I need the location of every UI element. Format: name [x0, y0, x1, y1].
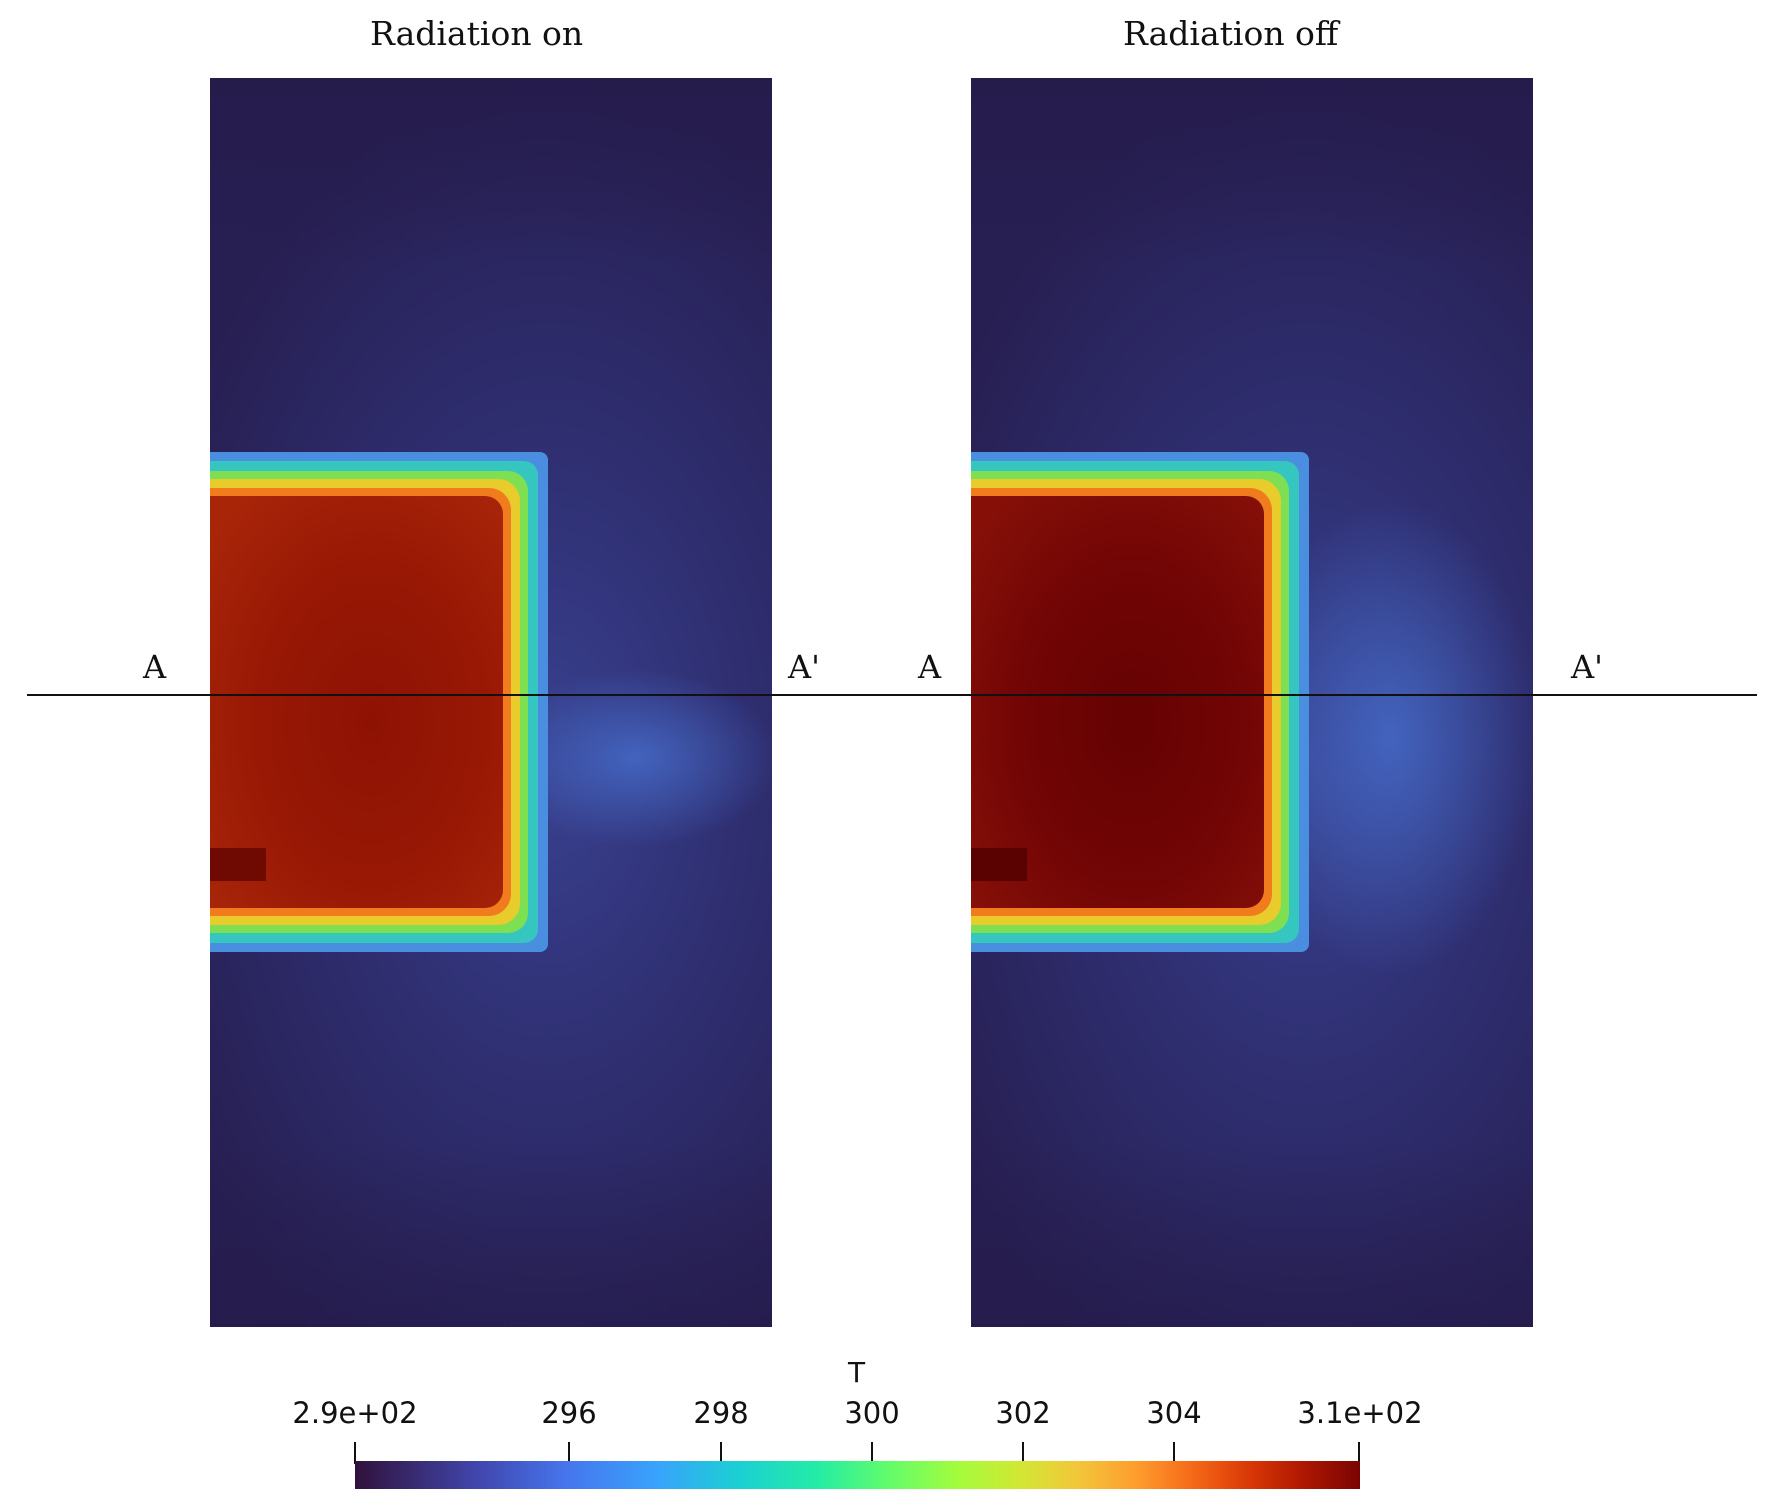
inlet-block: [971, 848, 1027, 881]
marker-a-prime-left-panel: A': [788, 648, 820, 686]
temperature-field-radiation-on: [210, 78, 772, 1327]
colorbar-tick-label: 298: [693, 1396, 749, 1430]
panel-title-radiation-off: Radiation off: [1123, 14, 1339, 53]
colorbar-tick: [1022, 1442, 1024, 1464]
warm-plume: [540, 668, 772, 848]
colorbar-tick-label: 302: [995, 1396, 1051, 1430]
colorbar-tick-label: 3.1e+02: [1297, 1396, 1423, 1430]
section-line-a-a: [27, 694, 1757, 696]
colorbar-title: T: [848, 1356, 866, 1389]
colorbar-tick: [1173, 1442, 1175, 1464]
colorbar-tick-label: 296: [541, 1396, 597, 1430]
colorbar-tick-label: 300: [844, 1396, 900, 1430]
colorbar-tick: [720, 1442, 722, 1464]
heated-region-core: [210, 496, 503, 908]
colorbar-tick: [1358, 1442, 1360, 1464]
colorbar-gradient: [355, 1461, 1360, 1489]
heated-region-core: [971, 496, 1264, 908]
colorbar-tick: [354, 1442, 356, 1464]
colorbar-tick: [568, 1442, 570, 1464]
marker-a-right-panel: A: [918, 648, 942, 686]
marker-a-left-panel: A: [143, 648, 167, 686]
colorbar-tick-label: 2.9e+02: [292, 1396, 418, 1430]
marker-a-prime-right-panel: A': [1571, 648, 1603, 686]
colorbar-tick: [871, 1442, 873, 1464]
inlet-block: [210, 848, 266, 881]
temperature-field-radiation-off: [971, 78, 1533, 1327]
warm-plume: [1291, 498, 1533, 978]
colorbar-tick-label: 304: [1146, 1396, 1202, 1430]
panel-title-radiation-on: Radiation on: [370, 14, 584, 53]
